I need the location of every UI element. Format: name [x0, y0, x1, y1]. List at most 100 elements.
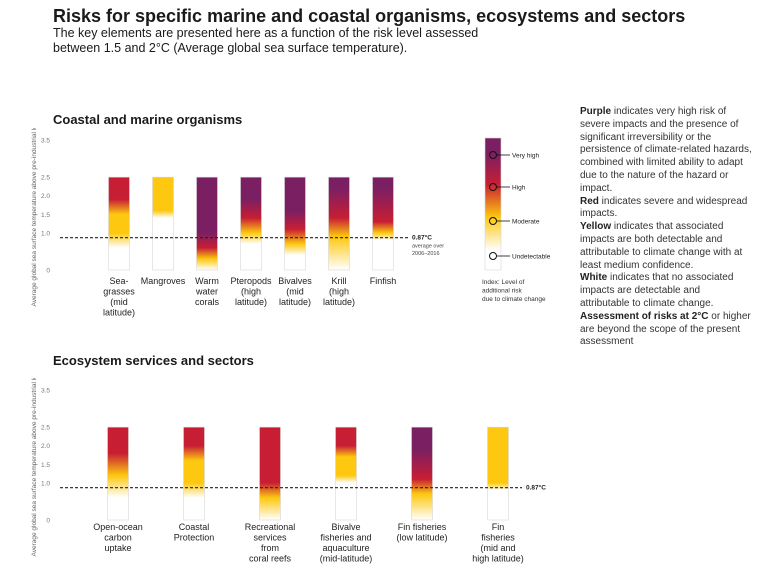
category-label: water — [195, 287, 218, 297]
category-label: fisheries and — [320, 533, 371, 543]
reference-line-sublabel: average over — [412, 244, 444, 250]
figure-subtitle: The key elements are presented here as a… — [53, 26, 479, 55]
category-label: Coastal — [179, 522, 210, 532]
category-label: Warm — [195, 276, 219, 286]
category-label: (mid — [286, 287, 304, 297]
y-tick-label: 1.0 — [41, 230, 50, 237]
category-label: carbon — [104, 533, 132, 543]
category-label: from — [261, 543, 279, 553]
legend-purple-bold: Purple — [580, 106, 612, 117]
y-tick-label: 2.0 — [41, 193, 50, 200]
legend-level-marker — [489, 183, 497, 191]
legend-yellow-text: Yellow indicates that associated impacts… — [580, 221, 752, 272]
legend-level-label: High — [512, 185, 526, 192]
legend-white-text: White indicates that no associated impac… — [580, 272, 752, 310]
y-axis-label: Average global sea surface temperature a… — [30, 378, 38, 557]
legend-assessment-rest: or higher are beyond the scope of the pr… — [580, 310, 751, 348]
category-label: Bivalve — [331, 522, 360, 532]
legend-level-label: Very high — [512, 153, 539, 160]
legend-yellow-bold: Yellow — [580, 221, 612, 233]
category-label: aquaculture — [322, 543, 369, 553]
legend-assessment-bold: Assessment of risks at 2°C — [580, 310, 709, 322]
category-label: latitude) — [235, 297, 267, 307]
category-label: latitude) — [323, 297, 355, 307]
panel-title-sectors: Ecosystem services and sectors — [53, 353, 254, 368]
reference-line-sublabel: 2006–2016 — [412, 251, 440, 257]
figure-title: Risks for specific marine and coastal or… — [53, 6, 686, 26]
y-tick-label: 0 — [46, 268, 50, 275]
risk-bar — [328, 176, 350, 271]
legend-level-label: Undetectable — [512, 254, 551, 261]
risk-bar — [152, 176, 174, 271]
y-tick-label: 0 — [46, 518, 50, 525]
category-label: Pteropods — [230, 276, 272, 286]
legend-gradient-bar — [484, 137, 502, 271]
legend-purple-text: Purple indicates very high risk of sever… — [580, 106, 752, 196]
legend-red-bold: Red — [580, 195, 599, 207]
category-label: Fin — [492, 522, 505, 532]
legend-yellow-rest: indicates that associated impacts are bo… — [580, 221, 743, 271]
category-label: corals — [195, 297, 220, 307]
legend-white-bold: White — [580, 272, 608, 284]
category-label: (high — [329, 287, 349, 297]
category-label: Mangroves — [141, 276, 186, 286]
category-label: Fin fisheries — [398, 522, 447, 532]
category-label: high latitude) — [472, 554, 524, 564]
legend-index-label: Index: Level of — [482, 279, 524, 286]
category-label: uptake — [104, 543, 131, 553]
category-label: fisheries — [481, 533, 515, 543]
legend-index-label: additional risk — [482, 288, 522, 295]
category-label: (mid and — [480, 543, 515, 553]
category-label: grasses — [103, 287, 135, 297]
organisms-chart: Average global sea surface temperature a… — [30, 128, 444, 318]
category-label: latitude) — [279, 297, 311, 307]
category-label: (mid-latitude) — [320, 554, 373, 564]
category-label: Krill — [332, 276, 347, 286]
category-label: Protection — [174, 533, 215, 543]
reference-line-label: 0.87°C — [412, 234, 432, 242]
risk-bar — [335, 426, 357, 521]
category-label: (high — [241, 287, 261, 297]
category-label: coral reefs — [249, 554, 292, 564]
y-tick-label: 3.5 — [41, 138, 50, 145]
category-label: Bivalves — [278, 276, 312, 286]
legend-level-label: Moderate — [512, 219, 540, 226]
y-tick-label: 1.5 — [41, 462, 50, 469]
legend-level-marker — [489, 217, 497, 225]
category-label: (mid — [110, 297, 128, 307]
y-tick-label: 3.5 — [41, 388, 50, 395]
risk-bar — [108, 176, 130, 271]
legend-level-marker — [489, 151, 497, 159]
sectors-chart: Average global sea surface temperature a… — [30, 378, 546, 564]
legend-red-rest: indicates severe and widespread impacts. — [580, 195, 748, 220]
risk-bar — [487, 426, 509, 521]
y-tick-label: 2.0 — [41, 443, 50, 450]
risk-bar — [107, 426, 129, 521]
reference-line-label: 0.87°C — [526, 484, 546, 492]
category-label: (low latitude) — [396, 533, 447, 543]
risk-bar — [196, 176, 218, 271]
risk-index-legend: Very high High Moderate Undetectable Index: … — [482, 137, 551, 303]
legend-assessment-text: Assessment of risks at 2°C or higher are… — [580, 311, 752, 349]
risk-bar — [183, 426, 205, 521]
y-tick-label: 1.5 — [41, 212, 50, 219]
y-tick-label: 2.5 — [41, 425, 50, 432]
legend-purple-rest: indicates very high risk of severe impac… — [580, 106, 752, 194]
category-label: services — [253, 533, 287, 543]
panel-title-organisms: Coastal and marine organisms — [53, 112, 243, 127]
risk-bar — [240, 176, 262, 271]
category-label: Recreational — [245, 522, 296, 532]
risk-bar — [284, 176, 306, 271]
legend-red-text: Red indicates severe and widespread impa… — [580, 196, 752, 222]
risk-bar — [372, 176, 394, 271]
y-tick-label: 1.0 — [41, 480, 50, 487]
y-axis-label: Average global sea surface temperature a… — [30, 128, 38, 307]
risk-bar — [411, 426, 433, 521]
category-label: Open-ocean — [93, 522, 143, 532]
category-label: latitude) — [103, 308, 135, 318]
y-tick-label: 2.5 — [41, 175, 50, 182]
legend-index-label: due to climate change — [482, 296, 546, 303]
category-label: Finfish — [370, 276, 397, 286]
risk-bar — [259, 426, 281, 521]
category-label: Sea- — [109, 276, 128, 286]
